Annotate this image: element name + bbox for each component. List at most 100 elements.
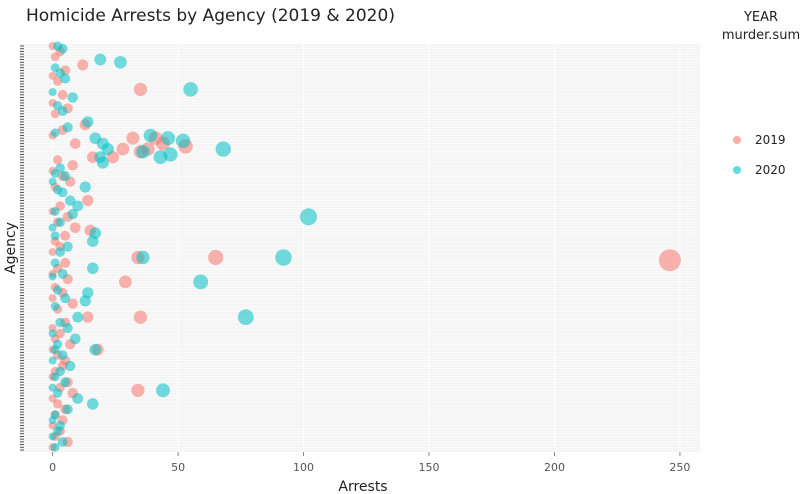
- data-point-2020: [48, 416, 57, 425]
- data-point-2020: [136, 250, 150, 265]
- data-point-2020: [53, 426, 63, 436]
- legend-key-2019: [733, 136, 741, 144]
- data-point-2019: [67, 298, 78, 309]
- legend-title: YEAR murder.sum: [721, 10, 800, 43]
- data-point-2019: [131, 383, 145, 397]
- data-point-2020: [50, 442, 60, 452]
- x-tick-label: 250: [669, 461, 690, 474]
- x-axis-title: Arrests: [338, 479, 387, 494]
- data-point-2020: [69, 333, 81, 345]
- data-point-2020: [62, 241, 73, 252]
- data-point-2019: [69, 138, 81, 149]
- data-point-2020: [57, 106, 68, 116]
- data-point-2020: [72, 311, 84, 323]
- legend-key-2020: [733, 166, 741, 174]
- plot-panel: [20, 44, 700, 452]
- data-point-2020: [65, 195, 76, 206]
- data-points: [48, 41, 681, 452]
- data-point-2019: [69, 222, 81, 234]
- data-point-2020: [86, 398, 99, 410]
- data-point-2020: [114, 55, 127, 69]
- data-point-2020: [237, 309, 254, 326]
- data-point-2019: [48, 294, 57, 303]
- x-tick-label: 150: [419, 461, 440, 474]
- data-point-2020: [60, 293, 71, 304]
- data-point-2020: [215, 141, 231, 157]
- data-point-2020: [50, 168, 60, 178]
- data-point-2019: [77, 59, 89, 71]
- data-point-2020: [156, 383, 170, 398]
- data-point-2020: [72, 393, 84, 404]
- data-point-2020: [175, 133, 191, 149]
- data-point-2019: [67, 160, 78, 171]
- chart-title: Homicide Arrests by Agency (2019 & 2020): [26, 6, 395, 26]
- data-point-2020: [57, 436, 68, 447]
- agency-tick-marks: [20, 45, 24, 451]
- legend: 2019 2020: [733, 133, 786, 177]
- data-point-2020: [86, 235, 99, 248]
- data-point-2019: [126, 131, 140, 145]
- data-point-2020: [48, 88, 57, 97]
- data-point-2020: [89, 343, 102, 356]
- data-point-2020: [96, 156, 109, 169]
- data-point-2020: [136, 145, 150, 159]
- data-point-2019: [82, 194, 94, 207]
- data-point-2020: [62, 322, 73, 334]
- data-point-2020: [50, 345, 60, 355]
- data-point-2020: [60, 73, 71, 84]
- data-point-2020: [62, 404, 73, 415]
- data-point-2020: [55, 317, 65, 328]
- data-point-2020: [50, 206, 60, 216]
- data-point-2020: [300, 208, 318, 226]
- data-point-2019: [208, 249, 224, 266]
- data-point-2020: [57, 268, 68, 279]
- data-point-2020: [48, 272, 57, 281]
- data-point-2020: [82, 116, 94, 128]
- data-point-2019: [57, 89, 68, 100]
- data-point-2019: [60, 230, 71, 241]
- data-point-2020: [79, 181, 91, 193]
- data-point-2019: [658, 249, 681, 272]
- data-point-2019: [82, 311, 94, 323]
- data-point-2020: [72, 200, 84, 212]
- legend-label-2020: 2020: [755, 163, 786, 177]
- data-point-2020: [48, 432, 57, 441]
- x-axis-ticks: 0 50 100 150 200 250: [49, 452, 690, 474]
- data-point-2020: [60, 377, 71, 388]
- data-point-2019: [133, 82, 148, 97]
- data-point-2019: [118, 275, 132, 289]
- x-tick-label: 50: [171, 461, 185, 474]
- data-point-2020: [57, 187, 68, 198]
- grid-lines: [20, 44, 700, 452]
- data-point-2020: [48, 329, 57, 338]
- data-point-2020: [67, 208, 78, 220]
- y-axis-title: Agency: [3, 222, 19, 274]
- data-point-2020: [94, 53, 107, 66]
- data-point-2020: [53, 285, 63, 295]
- data-point-2020: [53, 388, 63, 398]
- data-point-2020: [48, 223, 57, 232]
- x-tick-label: 0: [49, 461, 56, 474]
- data-point-2020: [193, 274, 209, 290]
- data-point-2020: [161, 131, 176, 146]
- data-point-2019: [48, 248, 57, 257]
- data-point-2020: [48, 356, 57, 365]
- data-point-2020: [62, 122, 73, 133]
- data-point-2019: [133, 310, 148, 324]
- data-point-2020: [67, 92, 78, 103]
- data-point-2020: [55, 217, 65, 228]
- data-point-2020: [153, 150, 168, 165]
- data-point-2020: [50, 258, 60, 268]
- legend-label-2019: 2019: [755, 133, 786, 147]
- data-point-2020: [183, 82, 198, 97]
- x-tick-label: 100: [293, 461, 314, 474]
- data-point-2020: [48, 177, 57, 186]
- data-point-2019: [50, 52, 60, 62]
- data-point-2020: [86, 262, 99, 275]
- data-point-2020: [50, 372, 60, 382]
- data-point-2020: [65, 360, 76, 372]
- x-tick-label: 200: [544, 461, 565, 474]
- data-point-2020: [50, 301, 60, 311]
- data-point-2020: [57, 43, 68, 54]
